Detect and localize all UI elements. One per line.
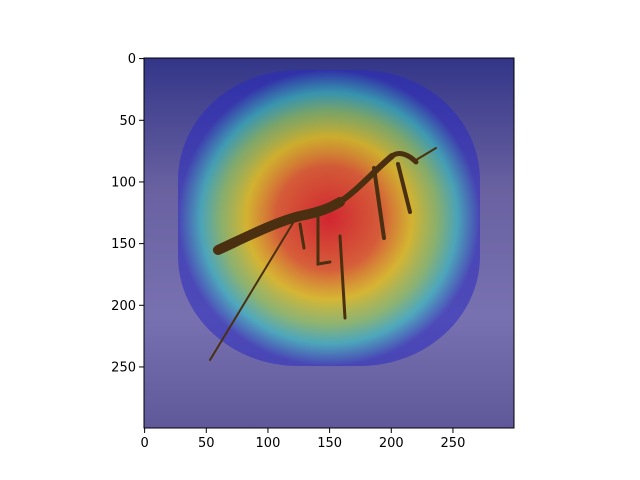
y-tick-label: 200 — [111, 299, 136, 314]
y-tick-label: 150 — [111, 237, 136, 252]
x-axis: 0 50 100 150 200 250 — [140, 428, 465, 451]
y-axis: 0 50 100 150 200 250 — [111, 52, 144, 375]
x-tick-label: 100 — [256, 436, 281, 451]
axes-frame — [143, 57, 515, 429]
x-tick-label: 150 — [317, 436, 342, 451]
y-tick-label: 50 — [119, 114, 136, 129]
x-tick-label: 0 — [140, 436, 148, 451]
jet-heat-overlay — [178, 70, 480, 366]
mantis-silhouette — [209, 147, 437, 361]
x-tick-label: 200 — [379, 436, 404, 451]
x-tick-label: 50 — [198, 436, 215, 451]
y-tick-label: 100 — [111, 175, 136, 190]
heatmap-plot-area — [144, 58, 514, 428]
y-tick-label: 0 — [128, 52, 136, 67]
y-tick-label: 250 — [111, 360, 136, 375]
x-tick-label: 250 — [441, 436, 466, 451]
